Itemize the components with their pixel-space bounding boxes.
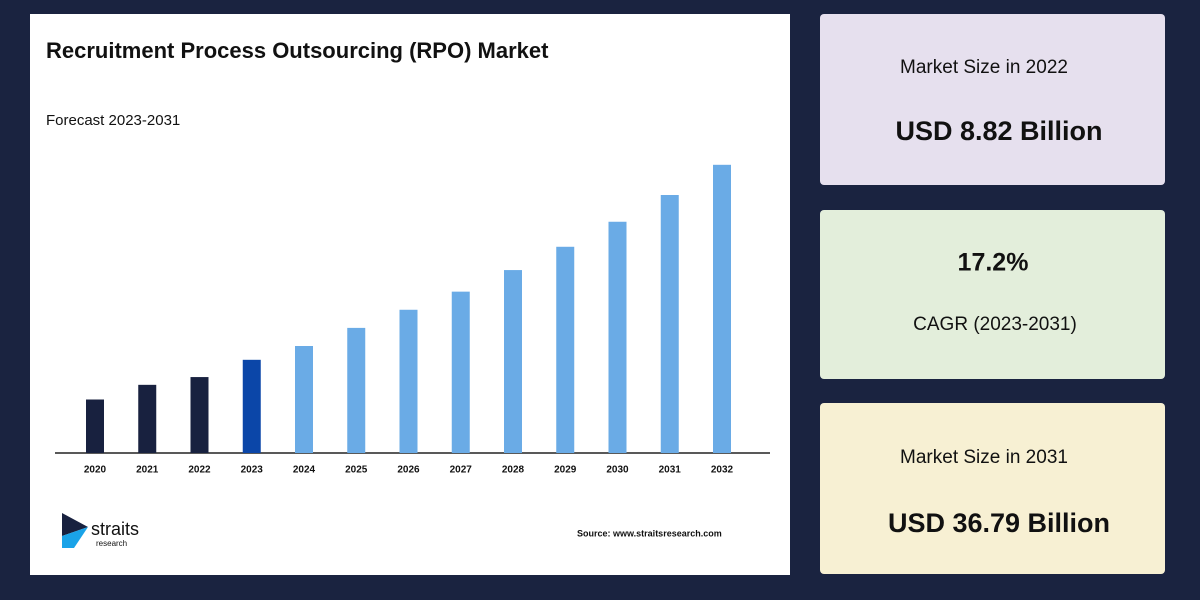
source: Source: www.straitsresearch.com	[577, 528, 722, 538]
bar	[399, 309, 418, 453]
logo: straits research	[62, 513, 139, 548]
x-tick-label: 2025	[345, 465, 368, 476]
bar	[86, 399, 104, 453]
bar	[504, 270, 522, 453]
x-tick-label: 2027	[450, 465, 473, 476]
x-tick-label: 2031	[659, 465, 682, 476]
x-tick-label: 2024	[293, 465, 316, 476]
bar	[556, 246, 575, 453]
logo-mark	[62, 513, 88, 536]
chart-subtitle: Forecast 2023-2031	[46, 112, 180, 129]
card-label: Market Size in 2031	[900, 447, 1068, 468]
card	[820, 210, 1165, 379]
card-value: 17.2%	[958, 249, 1029, 277]
x-tick-label: 2020	[84, 465, 107, 476]
logo-mark	[62, 527, 88, 548]
bar	[190, 377, 209, 453]
logo-name: straits	[91, 519, 139, 539]
bar	[608, 221, 627, 453]
bar	[138, 384, 157, 453]
bar	[347, 327, 366, 453]
card-label: Market Size in 2022	[900, 57, 1068, 78]
x-tick-label: 2029	[554, 465, 577, 476]
card	[820, 403, 1165, 574]
bar	[295, 346, 313, 453]
x-tick-label: 2021	[136, 465, 159, 476]
bar	[713, 164, 731, 453]
x-tick-label: 2032	[711, 465, 734, 476]
bar	[660, 195, 679, 453]
x-tick-label: 2022	[188, 465, 211, 476]
card-label: CAGR (2023-2031)	[913, 314, 1077, 335]
card	[820, 14, 1165, 185]
x-tick-label: 2023	[241, 465, 264, 476]
bar	[242, 359, 261, 453]
x-tick-label: 2026	[397, 465, 420, 476]
chart-title: Recruitment Process Outsourcing (RPO) Ma…	[46, 38, 549, 63]
card-value: USD 36.79 Billion	[888, 508, 1110, 538]
logo-tagline: research	[96, 539, 127, 548]
card-value: USD 8.82 Billion	[895, 116, 1102, 146]
bar	[451, 291, 470, 453]
x-tick-label: 2028	[502, 465, 525, 476]
x-tick-label: 2030	[606, 465, 629, 476]
